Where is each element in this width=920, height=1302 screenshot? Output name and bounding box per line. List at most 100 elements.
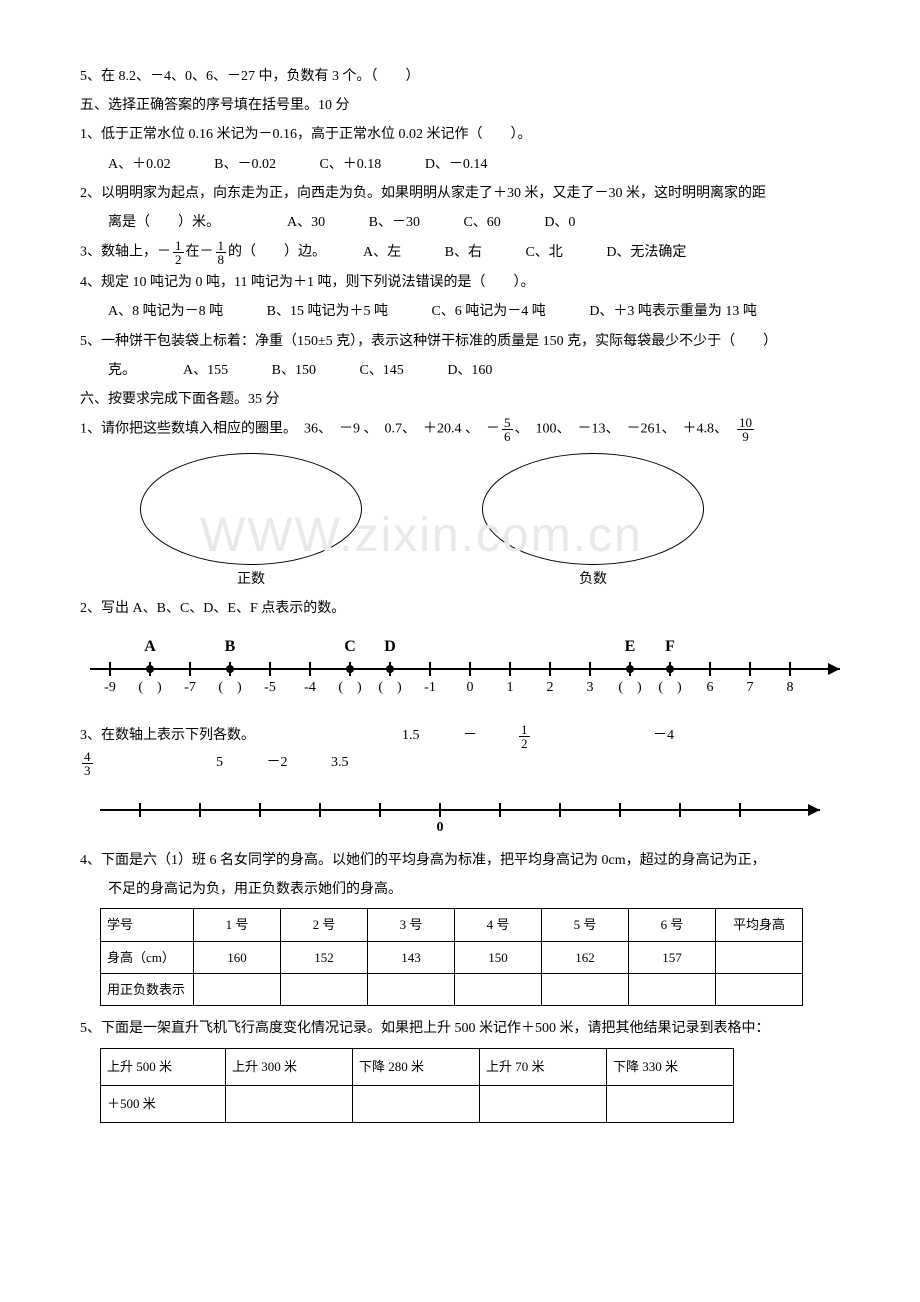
cell: 6 号 bbox=[629, 909, 716, 941]
s5-q1: 1、低于正常水位 0.16 米记为－0.16，高于正常水位 0.02 米记作（ … bbox=[80, 122, 840, 147]
s5-q4-a: A、8 吨记为－8 吨 bbox=[108, 299, 223, 324]
s5-q1-d: D、－0.14 bbox=[425, 152, 488, 177]
s5-q2-d: D、0 bbox=[544, 210, 575, 235]
svg-text:-1: -1 bbox=[424, 680, 436, 695]
s5-q3-c: C、北 bbox=[525, 240, 562, 265]
s6-q5: 5、下面是一架直升飞机飞行高度变化情况记录。如果把上升 500 米记作＋500 … bbox=[80, 1016, 840, 1041]
s5-q5-b: B、150 bbox=[272, 358, 316, 383]
s5-q4: 4、规定 10 吨记为 0 吨，11 吨记为＋1 吨，则下列说法错误的是（ ）。 bbox=[80, 270, 840, 295]
s6-q3-v5: 5 bbox=[216, 750, 223, 775]
svg-text:0: 0 bbox=[467, 680, 474, 695]
svg-text:( ): ( ) bbox=[658, 680, 682, 695]
svg-text:0: 0 bbox=[437, 820, 444, 835]
cell: 157 bbox=[629, 941, 716, 973]
cell bbox=[629, 973, 716, 1005]
positive-label: 正数 bbox=[140, 567, 362, 592]
s5-q4-options: A、8 吨记为－8 吨 B、15 吨记为＋5 吨 C、6 吨记为－4 吨 D、＋… bbox=[80, 299, 840, 324]
s6-q3-pre: 3、在数轴上表示下列各数。 bbox=[80, 723, 255, 748]
svg-text:-4: -4 bbox=[304, 680, 316, 695]
svg-text:( ): ( ) bbox=[218, 680, 242, 695]
cell: 平均身高 bbox=[716, 909, 803, 941]
s5-q3-d: D、无法确定 bbox=[606, 240, 686, 265]
sec6-title: 六、按要求完成下面各题。35 分 bbox=[80, 387, 840, 412]
table-row: ＋500 米 bbox=[101, 1085, 734, 1122]
s6-q4-line2: 不足的身高记为负，用正负数表示她们的身高。 bbox=[80, 877, 840, 902]
cell bbox=[716, 941, 803, 973]
cell: 143 bbox=[368, 941, 455, 973]
cell bbox=[194, 973, 281, 1005]
cell: 1 号 bbox=[194, 909, 281, 941]
svg-text:( ): ( ) bbox=[338, 680, 362, 695]
s5-q4-c: C、6 吨记为－4 吨 bbox=[431, 299, 545, 324]
svg-text:-5: -5 bbox=[264, 680, 276, 695]
s6-q3-v2: －12 bbox=[463, 723, 610, 750]
cell: 152 bbox=[281, 941, 368, 973]
svg-text:7: 7 bbox=[747, 680, 754, 695]
cell bbox=[281, 973, 368, 1005]
svg-text:3: 3 bbox=[587, 680, 594, 695]
svg-text:-9: -9 bbox=[104, 680, 116, 695]
s6-q3-v6: －2 bbox=[267, 750, 288, 775]
cell: 用正负数表示 bbox=[101, 973, 194, 1005]
sec4-q5: 5、在 8.2、－4、0、6、－27 中，负数有 3 个。（ ） bbox=[80, 64, 840, 89]
s5-q3: 3、数轴上，－12在－18的（ ）边。 A、左 B、右 C、北 D、无法确定 bbox=[80, 239, 840, 266]
cell bbox=[353, 1085, 480, 1122]
s6-q3-v7: 3.5 bbox=[331, 750, 349, 775]
ovals-row: 正数 负数 bbox=[140, 453, 840, 592]
cell: 下降 280 米 bbox=[353, 1048, 480, 1085]
cell bbox=[368, 973, 455, 1005]
cell bbox=[542, 973, 629, 1005]
cell: ＋500 米 bbox=[101, 1085, 226, 1122]
svg-text:F: F bbox=[665, 638, 675, 655]
s6-q3-v3: －4 bbox=[653, 723, 674, 748]
s5-q3-b: B、右 bbox=[445, 240, 482, 265]
s5-q3-mid: 在－ bbox=[186, 245, 214, 260]
height-table: 学号 1 号 2 号 3 号 4 号 5 号 6 号 平均身高 身高（cm） 1… bbox=[100, 908, 803, 1006]
svg-text:2: 2 bbox=[547, 680, 554, 695]
s5-q4-d: D、＋3 吨表示重量为 13 吨 bbox=[589, 299, 757, 324]
svg-text:( ): ( ) bbox=[138, 680, 162, 695]
cell bbox=[607, 1085, 734, 1122]
cell: 下降 330 米 bbox=[607, 1048, 734, 1085]
s5-q1-a: A、＋0.02 bbox=[108, 152, 171, 177]
s5-q1-b: B、－0.02 bbox=[214, 152, 276, 177]
s5-q3-pre: 3、数轴上，－ bbox=[80, 245, 171, 260]
s5-q2-line1: 2、以明明家为起点，向东走为正，向西走为负。如果明明从家走了＋30 米，又走了－… bbox=[80, 181, 840, 206]
s5-q1-options: A、＋0.02 B、－0.02 C、＋0.18 D、－0.14 bbox=[80, 152, 840, 177]
s5-q2-a: A、30 bbox=[287, 210, 325, 235]
table-row: 用正负数表示 bbox=[101, 973, 803, 1005]
svg-text:C: C bbox=[344, 638, 356, 655]
cell: 4 号 bbox=[455, 909, 542, 941]
frac-eighth-icon: 18 bbox=[216, 239, 227, 266]
cell: 上升 70 米 bbox=[480, 1048, 607, 1085]
cell: 150 bbox=[455, 941, 542, 973]
svg-text:-7: -7 bbox=[184, 680, 196, 695]
cell bbox=[455, 973, 542, 1005]
frac-half-icon: 12 bbox=[173, 239, 184, 266]
s6-q3: 3、在数轴上表示下列各数。 1.5 －12 －4 43 5 －2 3.5 bbox=[80, 723, 840, 777]
cell: 2 号 bbox=[281, 909, 368, 941]
frac-tennine-icon: 109 bbox=[737, 416, 754, 443]
s5-q5-d: D、160 bbox=[447, 358, 492, 383]
s6-q3-v1: 1.5 bbox=[402, 723, 420, 748]
cell: 上升 500 米 bbox=[101, 1048, 226, 1085]
s6-q3-v4: 43 bbox=[80, 750, 173, 777]
cell bbox=[226, 1085, 353, 1122]
svg-text:1: 1 bbox=[507, 680, 514, 695]
frac-fivesix-icon: 56 bbox=[502, 416, 513, 443]
s6-q1: 1、请你把这些数填入相应的圈里。 36、 －9 、 0.7、 ＋20.4 、 －… bbox=[80, 416, 840, 443]
svg-text:D: D bbox=[384, 638, 396, 655]
negative-label: 负数 bbox=[482, 567, 704, 592]
s5-q1-c: C、＋0.18 bbox=[319, 152, 381, 177]
s5-q5-a: A、155 bbox=[183, 358, 228, 383]
s5-q2-line2: 离是（ ）米。 A、30 B、－30 C、60 D、0 bbox=[80, 210, 840, 235]
cell: 学号 bbox=[101, 909, 194, 941]
table-row: 身高（cm） 160 152 143 150 162 157 bbox=[101, 941, 803, 973]
s5-q2-tail: 离是（ ）米。 bbox=[108, 215, 220, 230]
s5-q2-c: C、60 bbox=[463, 210, 500, 235]
s5-q5-c: C、145 bbox=[359, 358, 403, 383]
sec5-title: 五、选择正确答案的序号填在括号里。10 分 bbox=[80, 93, 840, 118]
s5-q5-tail: 克。 bbox=[108, 363, 136, 378]
cell: 162 bbox=[542, 941, 629, 973]
s6-q1-pre: 1、请你把这些数填入相应的圈里。 36、 －9 、 0.7、 ＋20.4 、 － bbox=[80, 422, 500, 437]
